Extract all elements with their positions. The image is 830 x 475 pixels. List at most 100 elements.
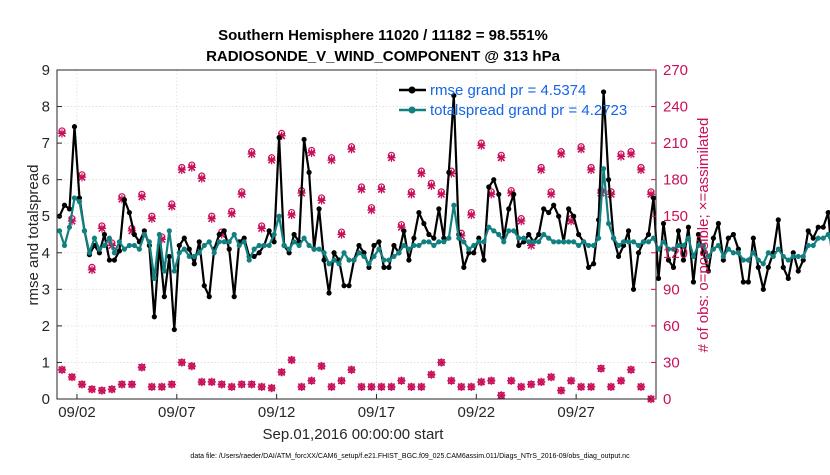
rmse-point <box>381 265 386 270</box>
spread-point <box>636 243 641 248</box>
rmse-point <box>616 254 621 259</box>
obs-assimilated-marker <box>537 166 545 174</box>
obs-assimilated-marker <box>377 185 385 193</box>
rmse-point <box>601 89 606 94</box>
rmse-point <box>177 243 182 248</box>
obs-assimilated-marker-low <box>158 383 166 391</box>
rmse-point <box>122 197 127 202</box>
obs-assimilated-marker-low <box>327 383 335 391</box>
rmse-point <box>326 290 331 295</box>
spread-point <box>326 261 331 266</box>
rmse-point <box>756 265 761 270</box>
spread-point <box>102 243 107 248</box>
rmse-point <box>172 327 177 332</box>
y-tick-label: 3 <box>42 281 50 298</box>
rmse-point <box>536 232 541 237</box>
obs-assimilated-marker <box>208 214 216 222</box>
rmse-point <box>806 228 811 233</box>
obs-assimilated-marker <box>557 150 565 158</box>
spread-point <box>252 247 257 252</box>
spread-point <box>257 243 262 248</box>
rmse-point <box>132 232 137 237</box>
obs-assimilated-marker-low <box>257 383 265 391</box>
spread-point <box>187 254 192 259</box>
spread-point <box>247 257 252 262</box>
rmse-point <box>107 257 112 262</box>
obs-assimilated-marker-low <box>198 378 206 386</box>
obs-assimilated-marker <box>228 210 236 218</box>
y-right-tick-label: 30 <box>663 354 680 371</box>
obs-assimilated-marker-low <box>238 380 246 388</box>
spread-point <box>122 247 127 252</box>
rmse-point <box>436 206 441 211</box>
spread-point <box>376 247 381 252</box>
rmse-point <box>102 232 107 237</box>
obs-assimilated-marker-low <box>108 385 116 393</box>
spread-point <box>232 232 237 237</box>
rmse-point <box>386 265 391 270</box>
y-right-tick-label: 90 <box>663 281 680 298</box>
spread-point <box>336 261 341 266</box>
obs-assimilated-marker-low <box>58 366 66 374</box>
rmse-point <box>167 254 172 259</box>
spread-point <box>801 254 806 259</box>
obs-assimilated-marker <box>617 152 625 160</box>
rmse-point <box>676 228 681 233</box>
spread-point <box>197 250 202 255</box>
spread-point <box>212 250 217 255</box>
obs-assimilated-marker-low <box>367 383 375 391</box>
spread-point <box>641 239 646 244</box>
spread-point <box>471 243 476 248</box>
obs-assimilated-marker-low <box>617 377 625 385</box>
rmse-point <box>197 239 202 244</box>
rmse-point <box>192 261 197 266</box>
obs-assimilated-marker-low <box>277 368 285 376</box>
spread-point <box>282 243 287 248</box>
spread-point <box>72 195 77 200</box>
rmse-point <box>222 228 227 233</box>
rmse-point <box>341 283 346 288</box>
spread-point <box>581 239 586 244</box>
obs-assimilated-marker <box>587 166 595 174</box>
rmse-point <box>766 265 771 270</box>
spread-point <box>262 243 267 248</box>
y-right-tick-label: 270 <box>663 62 688 79</box>
obs-assimilated-marker-low <box>297 383 305 391</box>
rmse-point <box>127 210 132 215</box>
rmse-point <box>391 243 396 248</box>
obs-assimilated-marker-low <box>148 383 156 391</box>
spread-point <box>531 239 536 244</box>
spread-point <box>202 243 207 248</box>
spread-point <box>292 239 297 244</box>
spread-point <box>771 254 776 259</box>
spread-point <box>756 257 761 262</box>
spread-point <box>227 239 232 244</box>
spread-point <box>361 254 366 259</box>
obs-assimilated-marker <box>168 202 176 210</box>
spread-point <box>601 166 606 171</box>
rmse-point <box>227 247 232 252</box>
rmse-point <box>371 243 376 248</box>
spread-point <box>726 247 731 252</box>
spread-point <box>222 239 227 244</box>
spread-point <box>566 239 571 244</box>
rmse-point <box>112 257 117 262</box>
spread-point <box>541 232 546 237</box>
spread-point <box>421 239 426 244</box>
spread-point <box>92 236 97 241</box>
rmse-point <box>117 248 122 253</box>
rmse-point <box>606 177 611 182</box>
rmse-point <box>277 135 282 140</box>
rmse-point <box>496 192 501 197</box>
rmse-point <box>62 203 67 208</box>
rmse-point <box>566 206 571 211</box>
spread-point <box>591 243 596 248</box>
obs-assimilated-marker-low <box>497 391 505 399</box>
rmse-point <box>811 236 816 241</box>
obs-assimilated-marker <box>148 214 156 222</box>
obs-assimilated-marker-low <box>527 380 535 388</box>
obs-assimilated-marker <box>547 190 555 198</box>
rmse-point <box>556 214 561 219</box>
rmse-point <box>411 236 416 241</box>
